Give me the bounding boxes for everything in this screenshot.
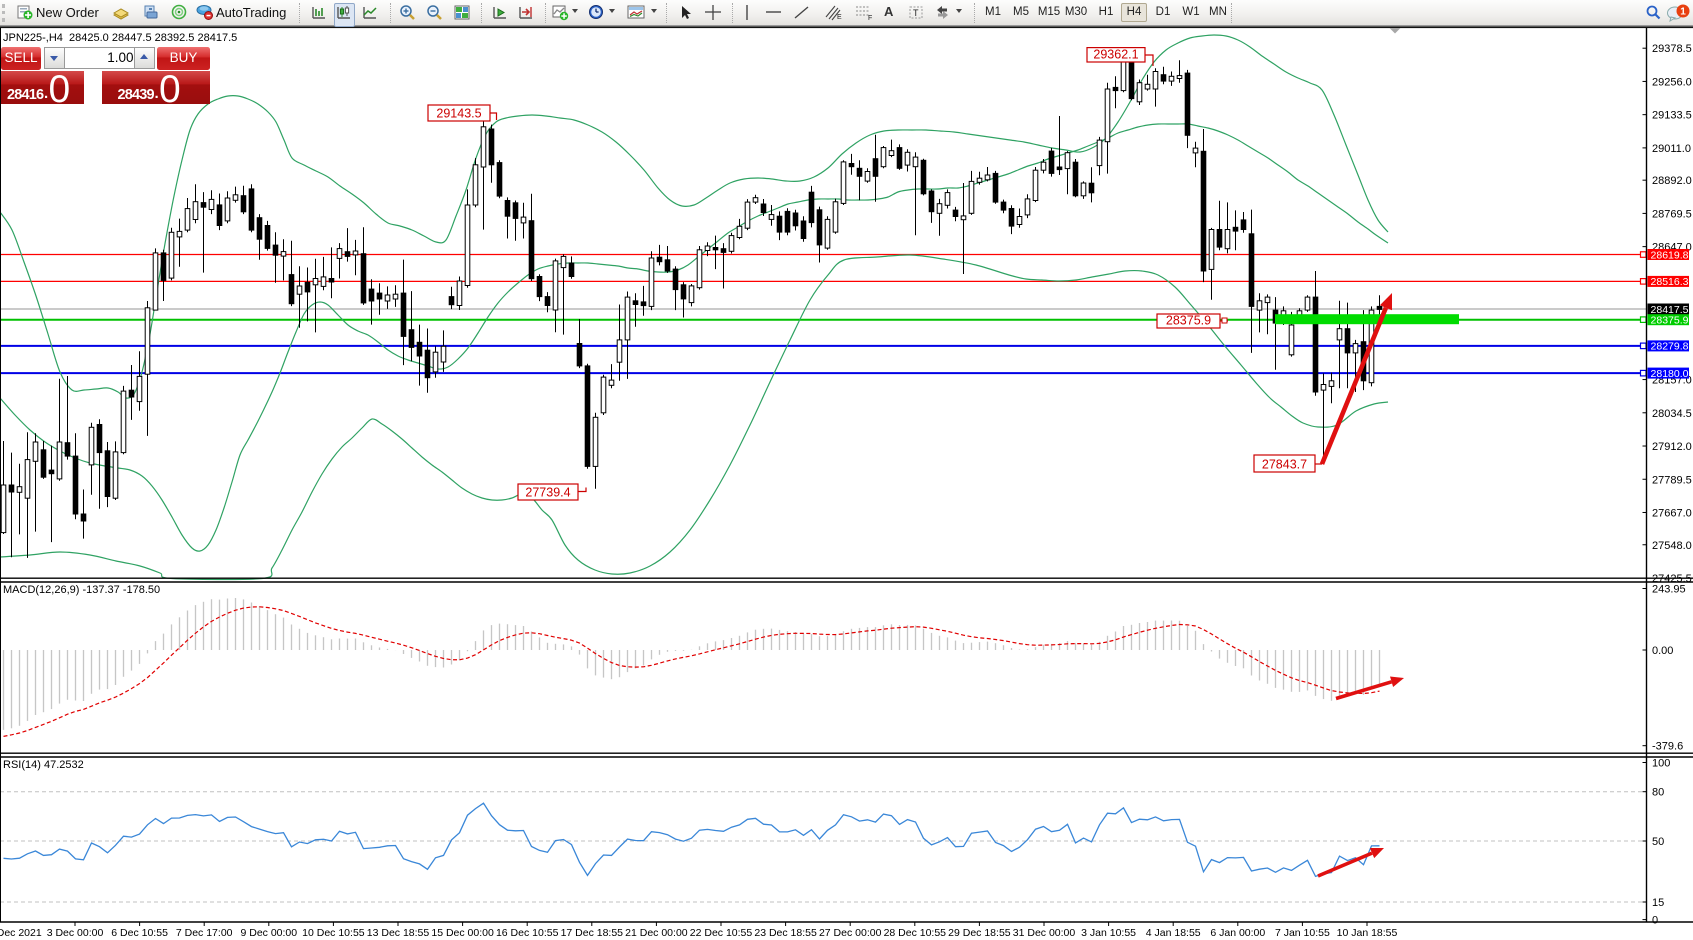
svg-text:23 Dec 18:55: 23 Dec 18:55 xyxy=(754,927,817,939)
svg-text:0.00: 0.00 xyxy=(1652,645,1673,657)
svg-text:50: 50 xyxy=(1652,836,1664,848)
svg-text:27667.0: 27667.0 xyxy=(1652,507,1692,519)
svg-text:6 Jan 00:00: 6 Jan 00:00 xyxy=(1210,927,1265,939)
svg-text:RSI(14) 47.2532: RSI(14) 47.2532 xyxy=(3,759,84,771)
svg-text:1: 1 xyxy=(1680,7,1686,18)
svg-text:29 Dec 18:55: 29 Dec 18:55 xyxy=(948,927,1011,939)
svg-text:27 Dec 00:00: 27 Dec 00:00 xyxy=(819,927,882,939)
svg-text:22 Dec 10:55: 22 Dec 10:55 xyxy=(690,927,753,939)
svg-text:28279.8: 28279.8 xyxy=(1651,342,1689,353)
svg-text:F: F xyxy=(868,15,872,21)
svg-text:28417.5: 28417.5 xyxy=(1651,305,1689,316)
svg-text:29011.0: 29011.0 xyxy=(1652,143,1691,155)
svg-text:28619.8: 28619.8 xyxy=(1651,250,1689,261)
svg-text:27843.7: 27843.7 xyxy=(1262,458,1307,472)
svg-text:28375.9: 28375.9 xyxy=(1651,316,1689,327)
svg-text:3 Jan 10:55: 3 Jan 10:55 xyxy=(1081,927,1136,939)
svg-text:27912.0: 27912.0 xyxy=(1652,441,1692,453)
svg-text:29378.5: 29378.5 xyxy=(1652,43,1692,55)
svg-text:29256.0: 29256.0 xyxy=(1652,76,1692,88)
svg-text:28516.3: 28516.3 xyxy=(1651,277,1689,288)
svg-text:15: 15 xyxy=(1652,897,1664,909)
svg-text:80: 80 xyxy=(1652,787,1664,799)
svg-text:17 Dec 18:55: 17 Dec 18:55 xyxy=(561,927,624,939)
svg-text:E: E xyxy=(837,14,842,21)
svg-text:28892.0: 28892.0 xyxy=(1652,175,1692,187)
svg-text:4 Jan 18:55: 4 Jan 18:55 xyxy=(1146,927,1201,939)
svg-text:31 Dec 00:00: 31 Dec 00:00 xyxy=(1013,927,1076,939)
svg-text:9 Dec 00:00: 9 Dec 00:00 xyxy=(240,927,297,939)
svg-text:243.95: 243.95 xyxy=(1652,584,1686,596)
svg-text:27425.5: 27425.5 xyxy=(1652,573,1692,585)
svg-text:T: T xyxy=(913,8,919,18)
svg-text:-379.6: -379.6 xyxy=(1652,741,1683,753)
svg-text:28180.0: 28180.0 xyxy=(1651,369,1689,380)
svg-text:28034.5: 28034.5 xyxy=(1652,408,1692,420)
svg-text:2 Dec 2021: 2 Dec 2021 xyxy=(0,927,42,939)
svg-text:100: 100 xyxy=(1652,758,1670,770)
svg-text:28 Dec 10:55: 28 Dec 10:55 xyxy=(884,927,947,939)
svg-text:27789.5: 27789.5 xyxy=(1652,474,1692,486)
svg-text:27548.0: 27548.0 xyxy=(1652,540,1692,552)
svg-text:MACD(12,26,9) -137.37 -178.50: MACD(12,26,9) -137.37 -178.50 xyxy=(3,584,160,596)
svg-text:7 Dec 17:00: 7 Dec 17:00 xyxy=(176,927,233,939)
svg-text:6 Dec 10:55: 6 Dec 10:55 xyxy=(111,927,168,939)
svg-text:16 Dec 10:55: 16 Dec 10:55 xyxy=(496,927,559,939)
svg-text:10 Jan 18:55: 10 Jan 18:55 xyxy=(1337,927,1398,939)
svg-text:13 Dec 18:55: 13 Dec 18:55 xyxy=(367,927,430,939)
svg-text:28769.5: 28769.5 xyxy=(1652,208,1692,220)
svg-text:10 Dec 10:55: 10 Dec 10:55 xyxy=(302,927,365,939)
svg-text:JPN225-,H4 28425.0 28447.5 28: JPN225-,H4 28425.0 28447.5 28392.5 28417… xyxy=(3,32,237,44)
svg-text:15 Dec 00:00: 15 Dec 00:00 xyxy=(431,927,494,939)
svg-text:27739.4: 27739.4 xyxy=(525,486,570,500)
svg-text:3 Dec 00:00: 3 Dec 00:00 xyxy=(47,927,104,939)
svg-text:29143.5: 29143.5 xyxy=(436,107,481,121)
svg-text:0: 0 xyxy=(1652,915,1658,927)
svg-text:7 Jan 10:55: 7 Jan 10:55 xyxy=(1275,927,1330,939)
svg-text:29133.5: 29133.5 xyxy=(1652,110,1692,122)
svg-text:28375.9: 28375.9 xyxy=(1166,314,1211,328)
svg-text:21 Dec 00:00: 21 Dec 00:00 xyxy=(625,927,688,939)
svg-text:29362.1: 29362.1 xyxy=(1093,48,1138,62)
